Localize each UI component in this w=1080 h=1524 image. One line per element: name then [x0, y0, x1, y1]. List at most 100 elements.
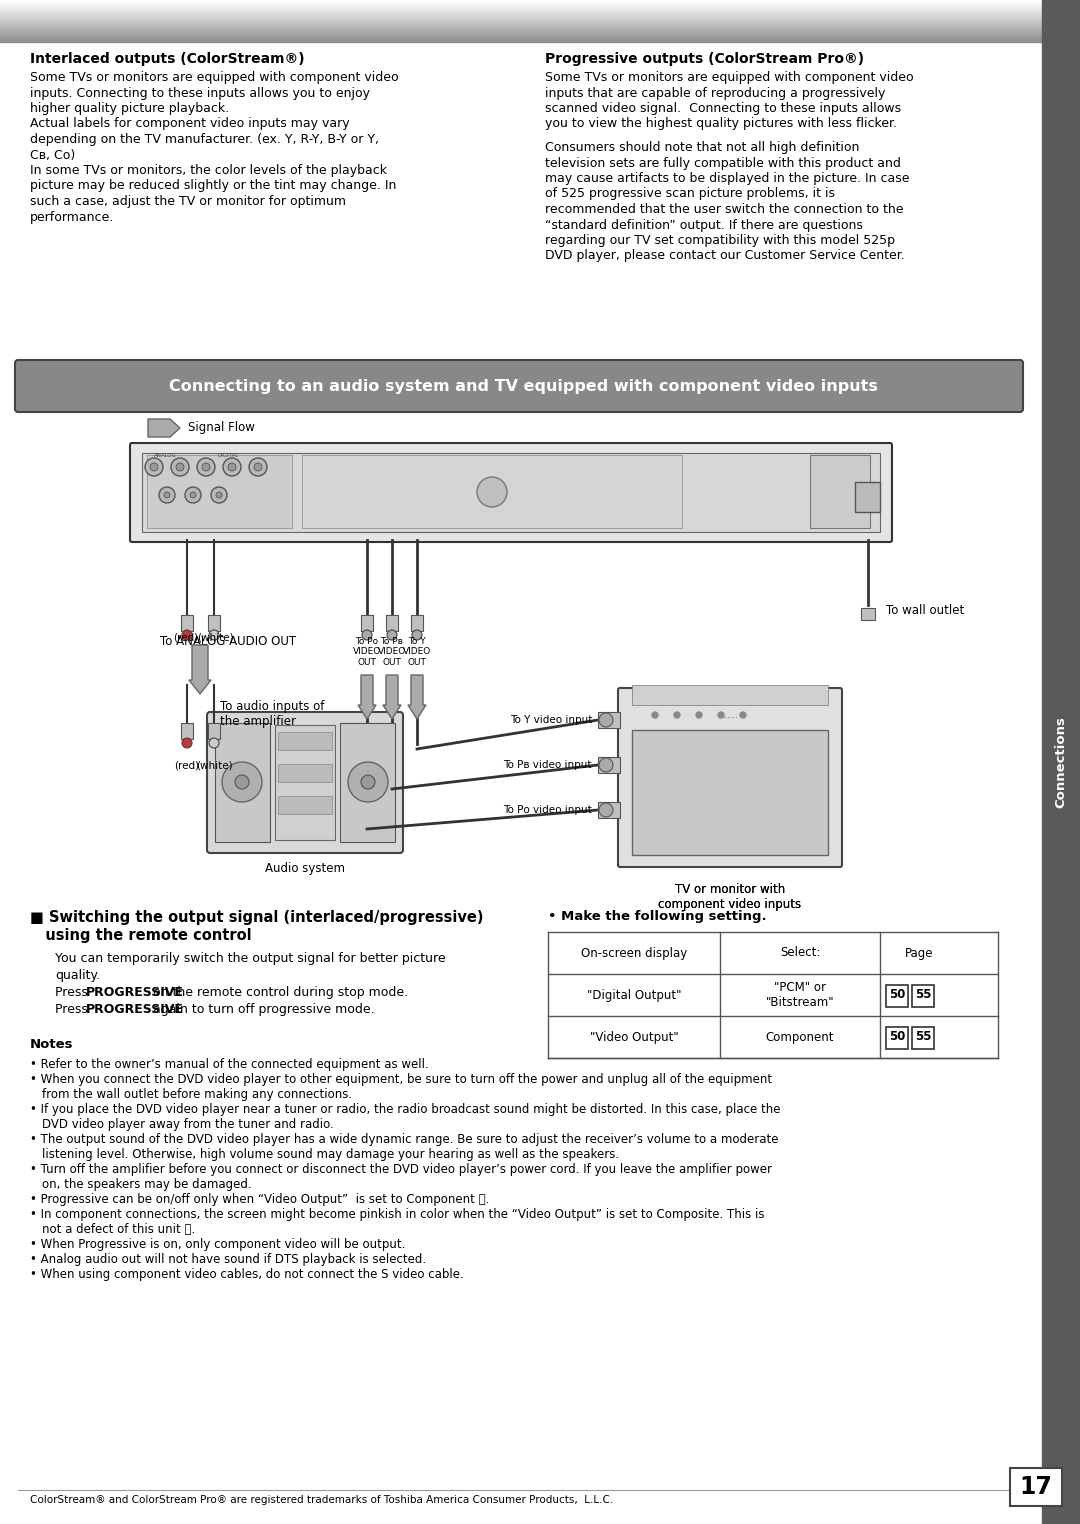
FancyArrow shape: [357, 675, 376, 719]
Text: • If you place the DVD video player near a tuner or radio, the radio broadcast s: • If you place the DVD video player near…: [30, 1103, 781, 1116]
Text: Some TVs or monitors are equipped with component video: Some TVs or monitors are equipped with c…: [30, 72, 399, 84]
Bar: [208, 722, 220, 739]
Text: Notes: Notes: [30, 1038, 73, 1052]
Circle shape: [254, 463, 262, 471]
Circle shape: [183, 738, 192, 748]
Text: TV or monitor with
component video inputs: TV or monitor with component video input…: [659, 882, 801, 911]
Text: DVD video player away from the tuner and radio.: DVD video player away from the tuner and…: [42, 1119, 334, 1131]
Circle shape: [599, 757, 613, 773]
Circle shape: [176, 463, 184, 471]
Bar: [861, 608, 875, 620]
Circle shape: [249, 459, 267, 475]
Text: you to view the highest quality pictures with less flicker.: you to view the highest quality pictures…: [545, 117, 897, 131]
Circle shape: [171, 459, 189, 475]
Text: PROGRESSIVE: PROGRESSIVE: [85, 1003, 184, 1017]
Circle shape: [228, 463, 237, 471]
Text: Cʙ, Cᴏ): Cʙ, Cᴏ): [30, 148, 76, 162]
Circle shape: [145, 459, 163, 475]
Bar: [912, 985, 934, 1007]
Bar: [1010, 1468, 1062, 1506]
Circle shape: [211, 488, 227, 503]
Text: Connections: Connections: [1054, 716, 1067, 808]
Text: ......: ......: [723, 710, 738, 719]
Text: Audio system: Audio system: [265, 863, 345, 875]
Text: To audio inputs of
the amplifier: To audio inputs of the amplifier: [220, 700, 324, 728]
Bar: [598, 757, 620, 773]
Circle shape: [159, 488, 175, 503]
Circle shape: [361, 776, 375, 789]
Circle shape: [222, 762, 262, 802]
Circle shape: [210, 738, 219, 748]
Text: scanned video signal.  Connecting to these inputs allows: scanned video signal. Connecting to thes…: [545, 102, 901, 114]
Bar: [302, 456, 681, 527]
Circle shape: [599, 713, 613, 727]
Text: Interlaced outputs (ColorStream®): Interlaced outputs (ColorStream®): [30, 52, 305, 66]
Text: picture may be reduced slightly or the tint may change. In: picture may be reduced slightly or the t…: [30, 180, 396, 192]
Text: ANALOG: ANALOG: [154, 453, 177, 459]
Bar: [181, 616, 193, 631]
Text: 50: 50: [889, 1030, 905, 1044]
Text: Page: Page: [905, 946, 933, 960]
Text: television sets are fully compatible with this product and: television sets are fully compatible wit…: [545, 157, 901, 169]
Text: • In component connections, the screen might become pinkish in color when the “V: • In component connections, the screen m…: [30, 1209, 765, 1221]
Text: DVD player, please contact our Customer Service Center.: DVD player, please contact our Customer …: [545, 250, 905, 262]
Bar: [598, 712, 620, 728]
Bar: [141, 453, 880, 532]
Bar: [632, 730, 828, 855]
Bar: [340, 722, 395, 841]
Circle shape: [150, 463, 158, 471]
FancyBboxPatch shape: [15, 360, 1023, 411]
Text: 17: 17: [1020, 1475, 1052, 1500]
Text: Consumers should note that not all high definition: Consumers should note that not all high …: [545, 142, 860, 154]
Text: • When using component video cables, do not connect the S video cable.: • When using component video cables, do …: [30, 1268, 463, 1282]
Text: 55: 55: [915, 1030, 931, 1044]
Text: recommended that the user switch the connection to the: recommended that the user switch the con…: [545, 203, 904, 216]
Circle shape: [740, 712, 746, 718]
Bar: [147, 456, 292, 527]
Circle shape: [210, 629, 219, 640]
Circle shape: [185, 488, 201, 503]
Text: regarding our TV set compatibility with this model 525p: regarding our TV set compatibility with …: [545, 235, 895, 247]
Circle shape: [164, 492, 170, 498]
Text: on the remote control during stop mode.: on the remote control during stop mode.: [149, 986, 408, 1000]
Text: may cause artifacts to be displayed in the picture. In case: may cause artifacts to be displayed in t…: [545, 172, 909, 184]
Text: on, the speakers may be damaged.: on, the speakers may be damaged.: [42, 1178, 252, 1190]
Text: higher quality picture playback.: higher quality picture playback.: [30, 102, 229, 114]
Text: To Y video input: To Y video input: [510, 715, 592, 725]
Text: Connecting to an audio system and TV equipped with component video inputs: Connecting to an audio system and TV equ…: [168, 378, 877, 393]
Bar: [855, 482, 880, 512]
FancyBboxPatch shape: [130, 443, 892, 543]
Text: (white): (white): [195, 760, 232, 771]
Text: To Pᴏ video input: To Pᴏ video input: [503, 805, 592, 815]
Text: • Make the following setting.: • Make the following setting.: [548, 910, 767, 924]
FancyArrow shape: [383, 675, 401, 719]
Circle shape: [183, 629, 192, 640]
Bar: [278, 796, 332, 814]
Text: To Pʙ
VIDEO
OUT: To Pʙ VIDEO OUT: [378, 637, 406, 668]
Text: • Analog audio out will not have sound if DTS playback is selected.: • Analog audio out will not have sound i…: [30, 1253, 427, 1266]
Text: Signal Flow: Signal Flow: [188, 422, 255, 434]
Text: not a defect of this unit ⧄.: not a defect of this unit ⧄.: [42, 1222, 195, 1236]
Circle shape: [202, 463, 210, 471]
Bar: [632, 684, 828, 706]
Text: ■ Switching the output signal (interlaced/progressive): ■ Switching the output signal (interlace…: [30, 910, 484, 925]
Bar: [598, 802, 620, 818]
Bar: [886, 985, 908, 1007]
Text: • Turn off the amplifier before you connect or disconnect the DVD video player’s: • Turn off the amplifier before you conn…: [30, 1163, 772, 1177]
Text: On-screen display: On-screen display: [581, 946, 687, 960]
Bar: [411, 616, 423, 631]
Text: TV or monitor with
component video inputs: TV or monitor with component video input…: [659, 882, 801, 911]
Text: Progressive outputs (ColorStream Pro®): Progressive outputs (ColorStream Pro®): [545, 52, 864, 66]
Circle shape: [387, 629, 397, 640]
Circle shape: [652, 712, 658, 718]
Bar: [1042, 0, 1080, 1524]
Circle shape: [190, 492, 195, 498]
Circle shape: [216, 492, 222, 498]
FancyBboxPatch shape: [207, 712, 403, 853]
Text: To Pʙ video input: To Pʙ video input: [503, 760, 592, 770]
Text: 50: 50: [889, 989, 905, 1001]
Text: Select:: Select:: [780, 946, 820, 960]
Bar: [278, 764, 332, 782]
Text: ColorStream® and ColorStream Pro® are registered trademarks of Toshiba America C: ColorStream® and ColorStream Pro® are re…: [30, 1495, 613, 1506]
Circle shape: [348, 762, 388, 802]
